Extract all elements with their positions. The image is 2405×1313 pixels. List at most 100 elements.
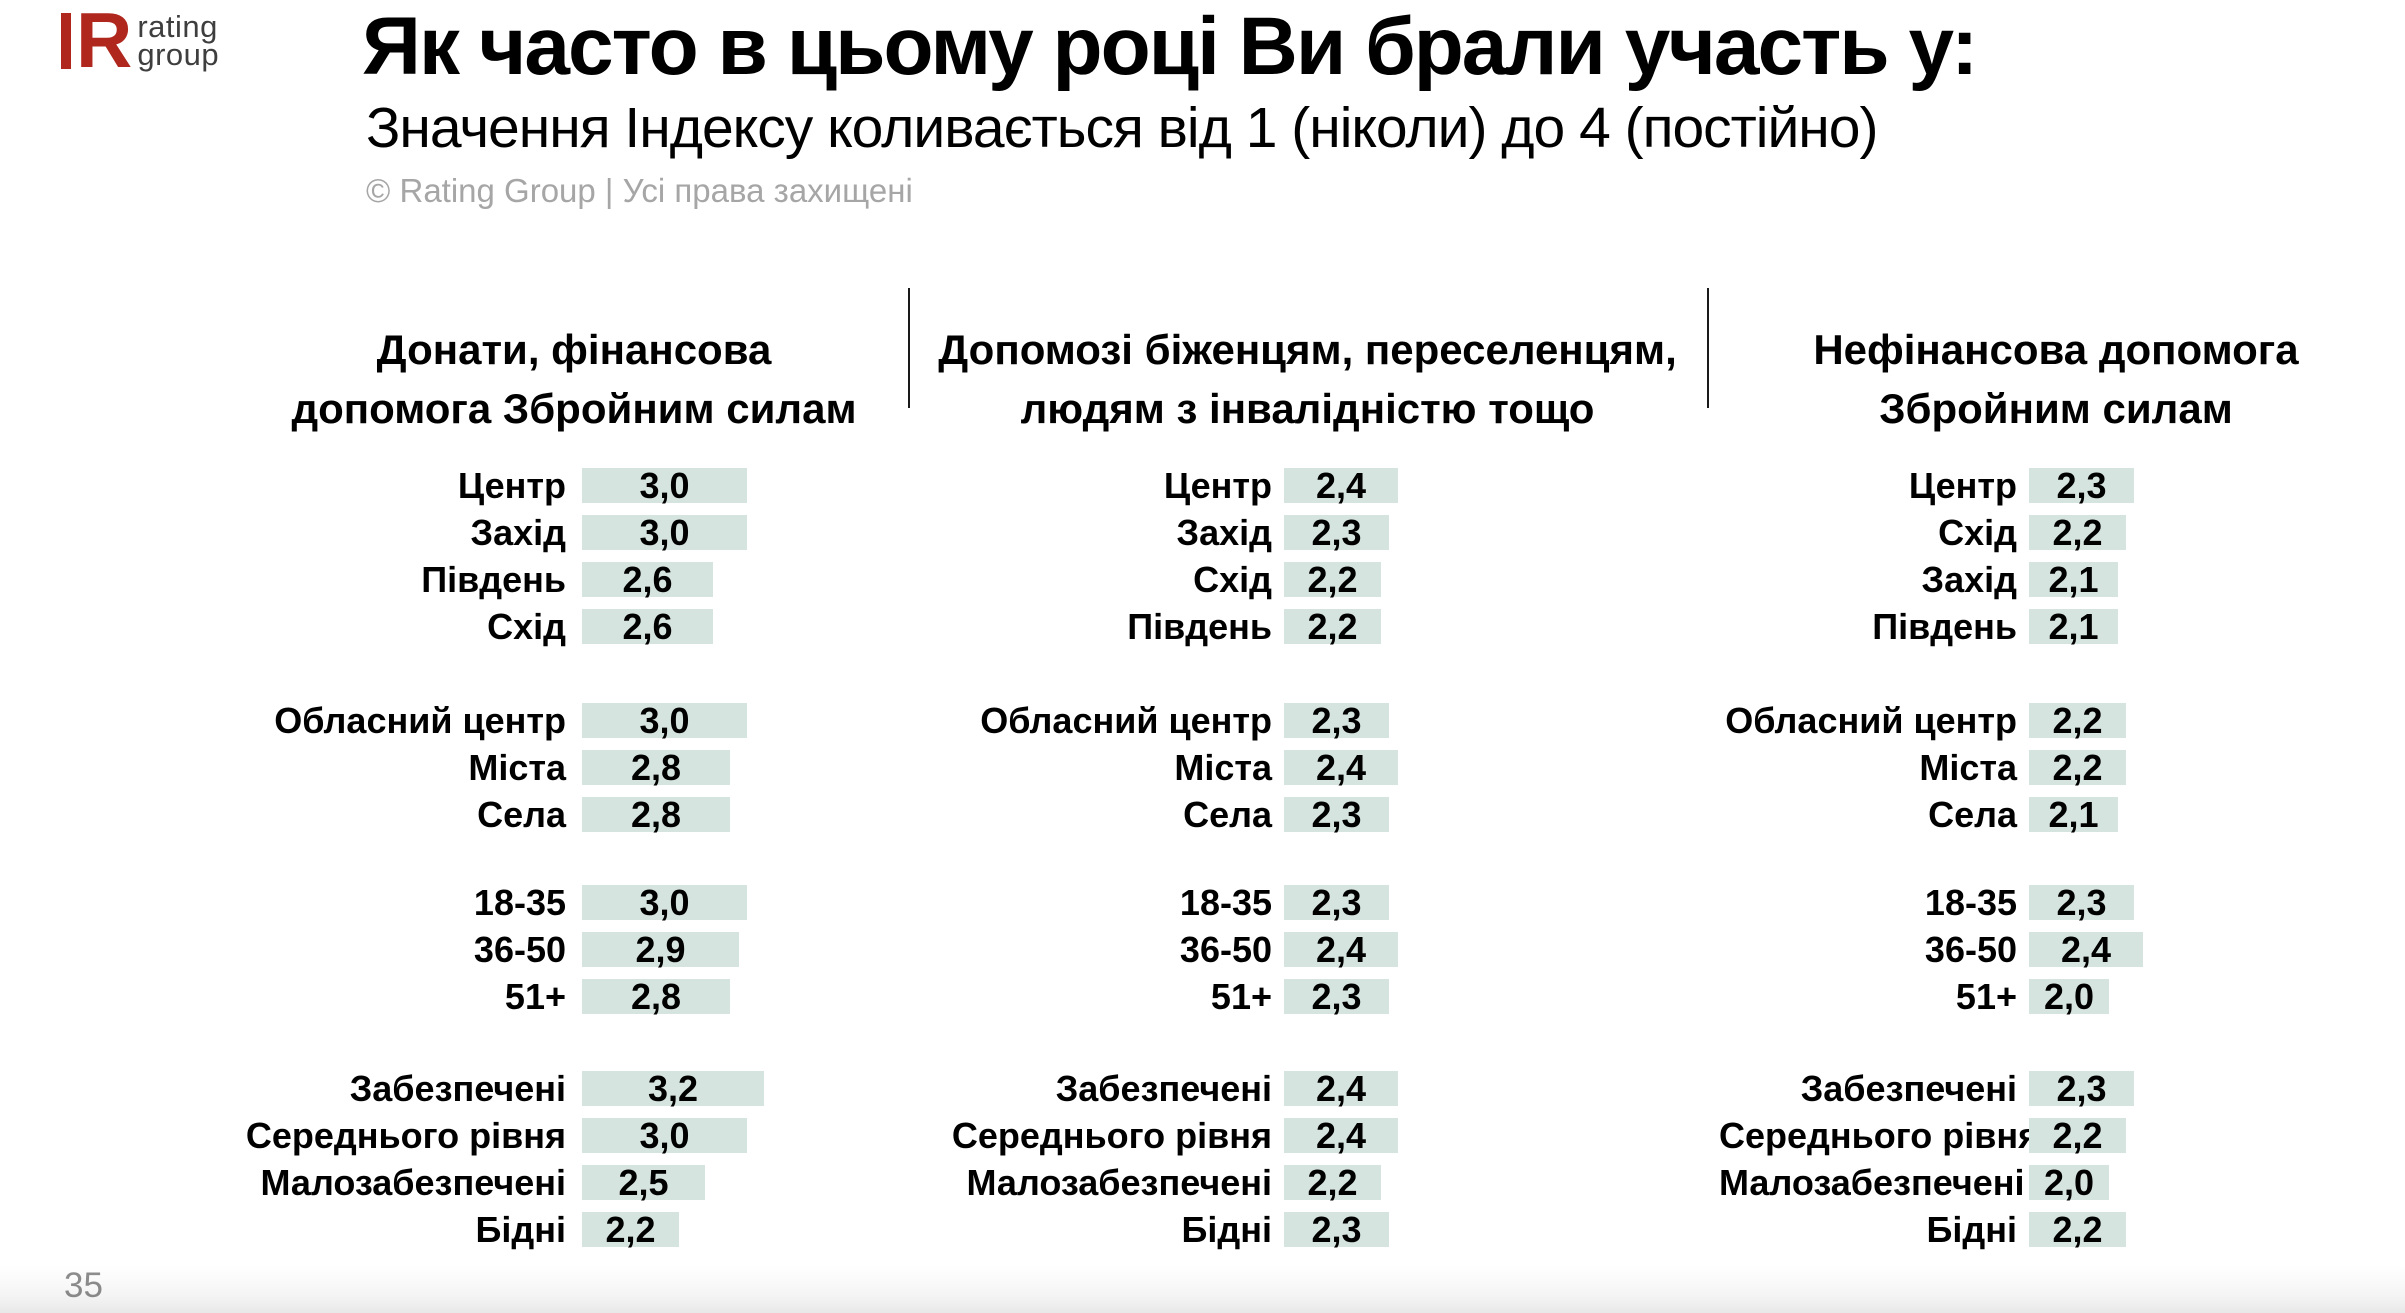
row-label: Бідні	[1181, 1209, 1272, 1250]
column-header-line: Нефінансова допомога	[1813, 326, 2299, 373]
value-bar: 2,0	[2029, 976, 2109, 1017]
row-value: 3,0	[639, 465, 690, 506]
row-value: 2,4	[2060, 929, 2112, 970]
row-label: Середнього рівня	[1719, 1115, 2040, 1156]
page-subtitle: Значення Індексу коливається від 1 (ніко…	[366, 96, 1878, 160]
row-value: 3,0	[639, 1115, 690, 1156]
row-value: 2,2	[2052, 747, 2103, 788]
row-label: Міста	[468, 747, 566, 788]
row-value: 2,9	[635, 929, 686, 970]
value-bar: 3,0	[582, 882, 747, 923]
row-value: 2,3	[1311, 700, 1362, 741]
row-label: Обласний центр	[980, 700, 1272, 741]
value-bar: 2,6	[582, 609, 713, 645]
value-bar: 2,3	[2029, 468, 2134, 504]
column-header-line: людям з інвалідністю тощо	[1020, 385, 1595, 432]
column-header-line: допомога Збройним силам	[291, 385, 857, 432]
row-value: 2,4	[1315, 747, 1367, 788]
row-value: 3,0	[639, 512, 690, 553]
value-bar: 3,2	[582, 1068, 764, 1109]
page-number: 35	[64, 1266, 103, 1306]
row-value: 2,3	[1311, 1209, 1362, 1250]
value-bar: 2,0	[2029, 1162, 2109, 1203]
row-value: 2,8	[630, 747, 682, 788]
row-label: 36-50	[1179, 929, 1272, 970]
row-label: Малозабезпечені	[966, 1162, 1273, 1203]
row-label: Забезпечені	[1055, 1068, 1272, 1109]
row-value: 2,4	[1315, 1068, 1367, 1109]
row-label: Південь	[1872, 606, 2017, 647]
row-label: Обласний центр	[1725, 700, 2017, 741]
row-value: 3,2	[647, 1068, 699, 1109]
row-value: 2,2	[605, 1209, 656, 1250]
row-value: 2,5	[618, 1162, 669, 1203]
copyright-note: © Rating Group | Усі права захищені	[366, 172, 913, 209]
value-bar: 2,3	[1284, 976, 1389, 1017]
value-bar: 2,4	[1284, 747, 1398, 788]
value-bar: 2,3	[1284, 794, 1389, 835]
column-header-line: Збройним силам	[1879, 385, 2233, 432]
row-label: Села	[1928, 794, 2017, 835]
row-label: Центр	[1908, 465, 2017, 506]
row-label: Схід	[1193, 559, 1272, 600]
row-value: 2,2	[1307, 1162, 1358, 1203]
row-label: Забезпечені	[1800, 1068, 2017, 1109]
value-bar: 2,2	[1284, 609, 1381, 645]
row-value: 2,0	[2043, 1162, 2095, 1203]
value-bar: 2,4	[1284, 1068, 1398, 1109]
value-bar: 2,2	[582, 1209, 679, 1250]
value-bar: 2,3	[1284, 1209, 1389, 1250]
row-label: Центр	[1163, 465, 1272, 506]
value-bar: 3,0	[582, 1115, 747, 1156]
value-bar: 2,2	[2029, 512, 2126, 553]
column-divider-2	[1707, 288, 1709, 408]
logo-text-line2: group	[137, 37, 220, 72]
value-bar: 2,4	[2029, 929, 2143, 970]
row-label: Міста	[1919, 747, 2017, 788]
value-bar: 2,4	[1284, 468, 1398, 504]
row-label: Обласний центр	[274, 700, 566, 741]
logo-bar-icon	[61, 13, 71, 69]
value-bar: 2,1	[2029, 559, 2118, 600]
value-bar: 2,8	[582, 747, 730, 788]
column-header-1: Донати, фінансова допомога Збройним силам	[240, 320, 908, 438]
value-bar: 3,0	[582, 465, 747, 506]
value-bar: 3,0	[582, 703, 747, 739]
logo-text-line1: rating	[137, 9, 218, 44]
value-bar: 2,8	[582, 979, 730, 1015]
value-bar: 2,2	[2029, 747, 2126, 788]
row-value: 3,0	[639, 882, 690, 923]
row-value: 2,2	[2052, 512, 2103, 553]
value-bar: 2,2	[2029, 1115, 2126, 1156]
column-divider-1	[908, 288, 910, 408]
row-value: 2,1	[2048, 559, 2099, 600]
column-header-3: Нефінансова допомога Збройним силам	[1707, 320, 2405, 438]
row-label: Захід	[1921, 559, 2017, 600]
row-label: 51+	[504, 976, 566, 1017]
row-value: 2,3	[1311, 512, 1362, 553]
row-label: Схід	[487, 606, 566, 647]
value-bar: 2,2	[2029, 703, 2126, 739]
row-value: 2,3	[2056, 1068, 2107, 1109]
row-label: Центр	[457, 465, 566, 506]
row-label: Південь	[421, 559, 566, 600]
row-label: 18-35	[1924, 882, 2017, 923]
value-bar: 2,1	[2029, 606, 2118, 647]
value-bar: 2,4	[1284, 1118, 1398, 1154]
column-header-2: Допомозі біженцям, переселенцям, людям з …	[908, 320, 1707, 438]
row-value: 2,2	[2052, 1115, 2103, 1156]
row-label: Бідні	[1926, 1209, 2017, 1250]
row-value: 2,3	[1311, 794, 1362, 835]
column-header-line: Допомозі біженцям, переселенцям,	[938, 326, 1677, 373]
row-value: 2,1	[2048, 606, 2099, 647]
row-label: Південь	[1127, 606, 1272, 647]
row-value: 2,0	[2043, 976, 2095, 1017]
row-label: Бідні	[475, 1209, 566, 1250]
row-label: 51+	[1210, 976, 1272, 1017]
row-value: 2,3	[1311, 976, 1362, 1017]
row-label: Села	[1183, 794, 1272, 835]
row-label: Захід	[1176, 512, 1272, 553]
row-label: 18-35	[1179, 882, 1272, 923]
row-label: 36-50	[473, 929, 566, 970]
logo-r-icon: R	[76, 0, 132, 84]
